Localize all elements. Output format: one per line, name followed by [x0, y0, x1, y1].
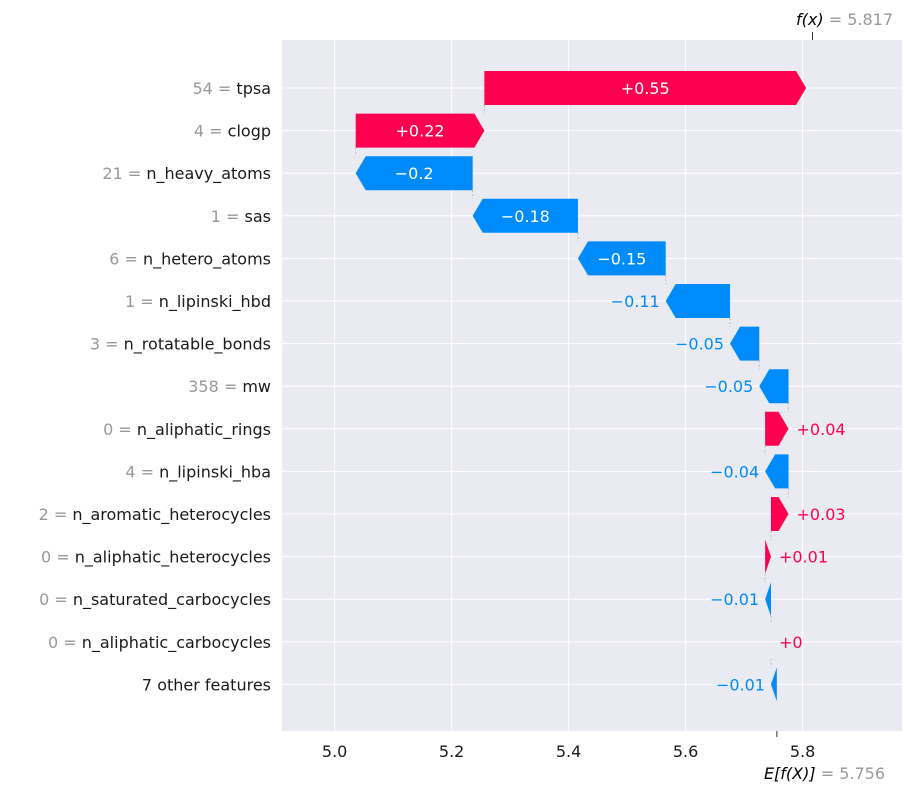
x-tick-label: 5.2 [439, 742, 464, 761]
x-axis: 5.0 5.2 5.4 5.6 5.8 [322, 731, 815, 761]
feature-label: 1 = n_lipinski_hbd [125, 292, 271, 312]
bar-n_aromatic_heterocycles [770, 497, 789, 531]
feature-value: 54 = [192, 79, 236, 98]
feature-name: 7 other features [142, 675, 271, 694]
feature-value: 4 = [125, 462, 159, 481]
feature-value: 358 = [188, 377, 242, 396]
bar-value-label: +0.55 [621, 79, 670, 98]
efx-annotation: E[f(X)] = 5.756 [764, 764, 885, 783]
bar-clogp [355, 113, 485, 148]
feature-name: n_aliphatic_rings [137, 420, 271, 440]
bar-value-label: −0.05 [675, 335, 724, 354]
feature-label: 0 = n_aliphatic_carbocycles [48, 633, 271, 653]
feature-label: 0 = n_saturated_carbocycles [39, 590, 271, 610]
bar-sas [472, 198, 578, 233]
efx-equals: = [816, 764, 840, 783]
feature-value: 1 = [125, 292, 159, 311]
bar-n_saturated_carbocycles [765, 582, 771, 617]
efx-value: 5.756 [839, 764, 885, 783]
feature-label: 54 = tpsa [192, 79, 271, 98]
feature-label: 2 = n_aromatic_heterocycles [39, 505, 271, 525]
fx-value: 5.817 [847, 10, 893, 29]
bar-value-label: −0.01 [716, 675, 765, 694]
bar-n_lipinski_hba [765, 454, 789, 489]
plot-area [282, 40, 902, 731]
feature-value: 4 = [194, 122, 228, 141]
bar-value-label: −0.11 [611, 292, 660, 311]
bar-value-label: −0.01 [710, 590, 759, 609]
fx-symbol: f(x) [796, 10, 824, 29]
bar-value-label: +0.01 [779, 548, 828, 567]
feature-label: 358 = mw [188, 377, 271, 396]
feature-label: 1 = sas [211, 207, 271, 226]
feature-label: 3 = n_rotatable_bonds [90, 335, 271, 355]
feature-name: sas [245, 207, 271, 226]
feature-name: n_heavy_atoms [146, 164, 271, 184]
bar-value-label: −0.2 [395, 164, 434, 183]
bar-n_lipinski_hbd [665, 284, 731, 318]
bars: +0.55 +0.22 −0.2 −0.18 −0.15 −0.11 −0.05 −0.05 +… [355, 71, 846, 702]
feature-value: 1 = [211, 207, 245, 226]
feature-name: n_saturated_carbocycles [73, 590, 271, 610]
feature-label: 6 = n_hetero_atoms [109, 249, 271, 269]
feature-name: tpsa [236, 79, 271, 98]
bar-n_heavy_atoms [355, 156, 473, 191]
fx-annotation: f(x) = 5.817 [796, 10, 893, 40]
bar-value-label: −0.15 [597, 249, 646, 268]
bar-n_aliphatic_rings [765, 411, 789, 446]
bar-value-label: −0.18 [501, 207, 550, 226]
feature-name: n_lipinski_hba [159, 462, 271, 482]
feature-label: 0 = n_aliphatic_rings [103, 420, 271, 440]
feature-name: clogp [228, 122, 271, 141]
feature-label: 4 = clogp [194, 122, 271, 141]
efx-label: E[f(X)] = 5.756 [764, 764, 885, 783]
bar-mw [759, 369, 789, 404]
bar-value-label: −0.04 [710, 462, 759, 481]
feature-value: 0 = [103, 420, 137, 439]
feature-name: n_hetero_atoms [143, 249, 271, 269]
bar-value-label: +0.22 [396, 122, 445, 141]
feature-value: 6 = [109, 249, 143, 268]
x-tick-label: 5.6 [673, 742, 698, 761]
fx-equals: = [824, 10, 848, 29]
feature-name: mw [242, 377, 271, 396]
bar-tpsa [484, 71, 807, 105]
bar-value-label: +0.04 [797, 420, 846, 439]
bar-value-label: +0.03 [797, 505, 846, 524]
feature-label: 21 = n_heavy_atoms [102, 164, 271, 184]
feature-value: 3 = [90, 335, 124, 354]
feature-value: 21 = [102, 164, 146, 183]
fx-label: f(x) = 5.817 [796, 10, 893, 29]
feature-value: 0 = [48, 633, 82, 652]
feature-label: 0 = n_aliphatic_heterocycles [41, 548, 271, 568]
feature-label: 4 = n_lipinski_hba [125, 462, 271, 482]
feature-name: n_aliphatic_heterocycles [75, 548, 271, 568]
feature-label: 7 other features [142, 675, 271, 694]
bar-value-label: −0.05 [704, 377, 753, 396]
bar-value-label: +0 [779, 633, 803, 652]
bar-n_aliphatic_heterocycles [765, 539, 771, 574]
feature-name: n_aromatic_heterocycles [72, 505, 271, 525]
bar-7-other-features [770, 667, 777, 702]
x-tick-label: 5.4 [556, 742, 581, 761]
feature-labels: 54 = tpsa 4 = clogp 21 = n_heavy_atoms 1 = … [39, 79, 271, 694]
feature-value: 0 = [41, 548, 75, 567]
feature-name: n_aliphatic_carbocycles [82, 633, 271, 653]
feature-name: n_lipinski_hbd [159, 292, 271, 312]
feature-value: 0 = [39, 590, 73, 609]
feature-value: 2 = [39, 505, 73, 524]
feature-name: n_rotatable_bonds [124, 335, 271, 355]
efx-symbol: E[f(X)] [764, 764, 816, 783]
bar-n_rotatable_bonds [730, 326, 760, 361]
bar-n_hetero_atoms [577, 241, 666, 276]
x-tick-label: 5.0 [322, 742, 347, 761]
x-tick-label: 5.8 [790, 742, 815, 761]
